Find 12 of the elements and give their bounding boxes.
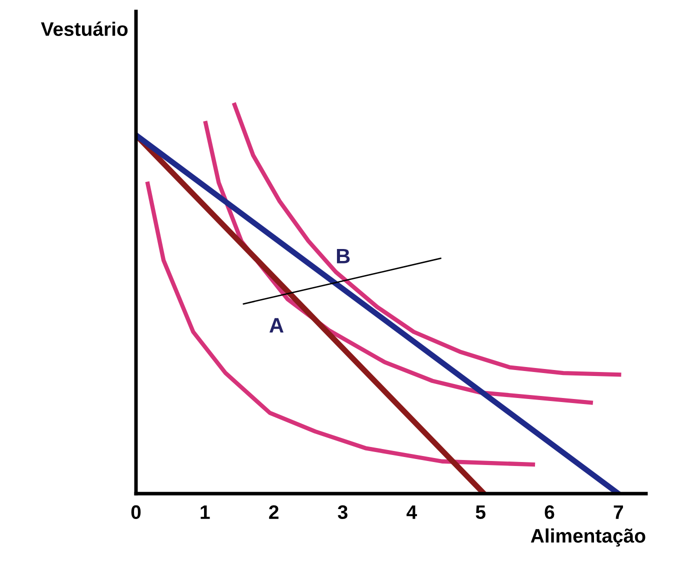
x-tick-label: 5: [476, 505, 486, 520]
x-tick-label: 3: [338, 505, 348, 520]
annotation: B: [336, 248, 350, 264]
annotation: A: [270, 318, 284, 332]
x-tick-label: 1: [200, 505, 210, 519]
y-axis-title: Vestuário: [40, 22, 128, 36]
x-tick-label: 4: [406, 505, 417, 519]
x-tick-label: 2: [269, 505, 278, 519]
x-tick-label: 0: [131, 505, 141, 520]
x-tick-label: 7: [614, 505, 623, 519]
x-axis-title: Alimentação: [530, 528, 646, 547]
x-tick-label: 6: [544, 505, 554, 520]
